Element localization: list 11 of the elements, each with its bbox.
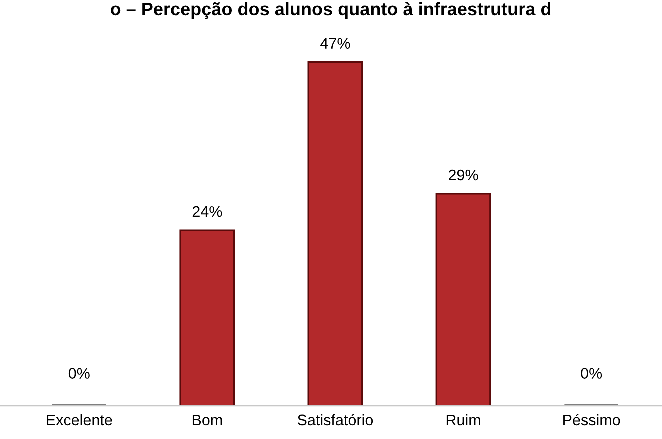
data-label: 0% bbox=[581, 368, 602, 379]
x-tick-label: Satisfatório bbox=[298, 414, 374, 426]
data-label: 0% bbox=[68, 368, 90, 379]
chart-title: o – Percepção dos alunos quanto à infraestrutura d bbox=[110, 2, 551, 20]
x-tick-label: Excelente bbox=[47, 414, 112, 426]
x-tick-label: Bom bbox=[192, 414, 222, 426]
data-label: 24% bbox=[192, 206, 222, 218]
x-tick-label: Péssimo bbox=[564, 414, 620, 426]
x-tick-label: Ruim bbox=[446, 414, 480, 426]
data-label: 29% bbox=[449, 170, 478, 181]
data-label: 47% bbox=[320, 38, 350, 49]
